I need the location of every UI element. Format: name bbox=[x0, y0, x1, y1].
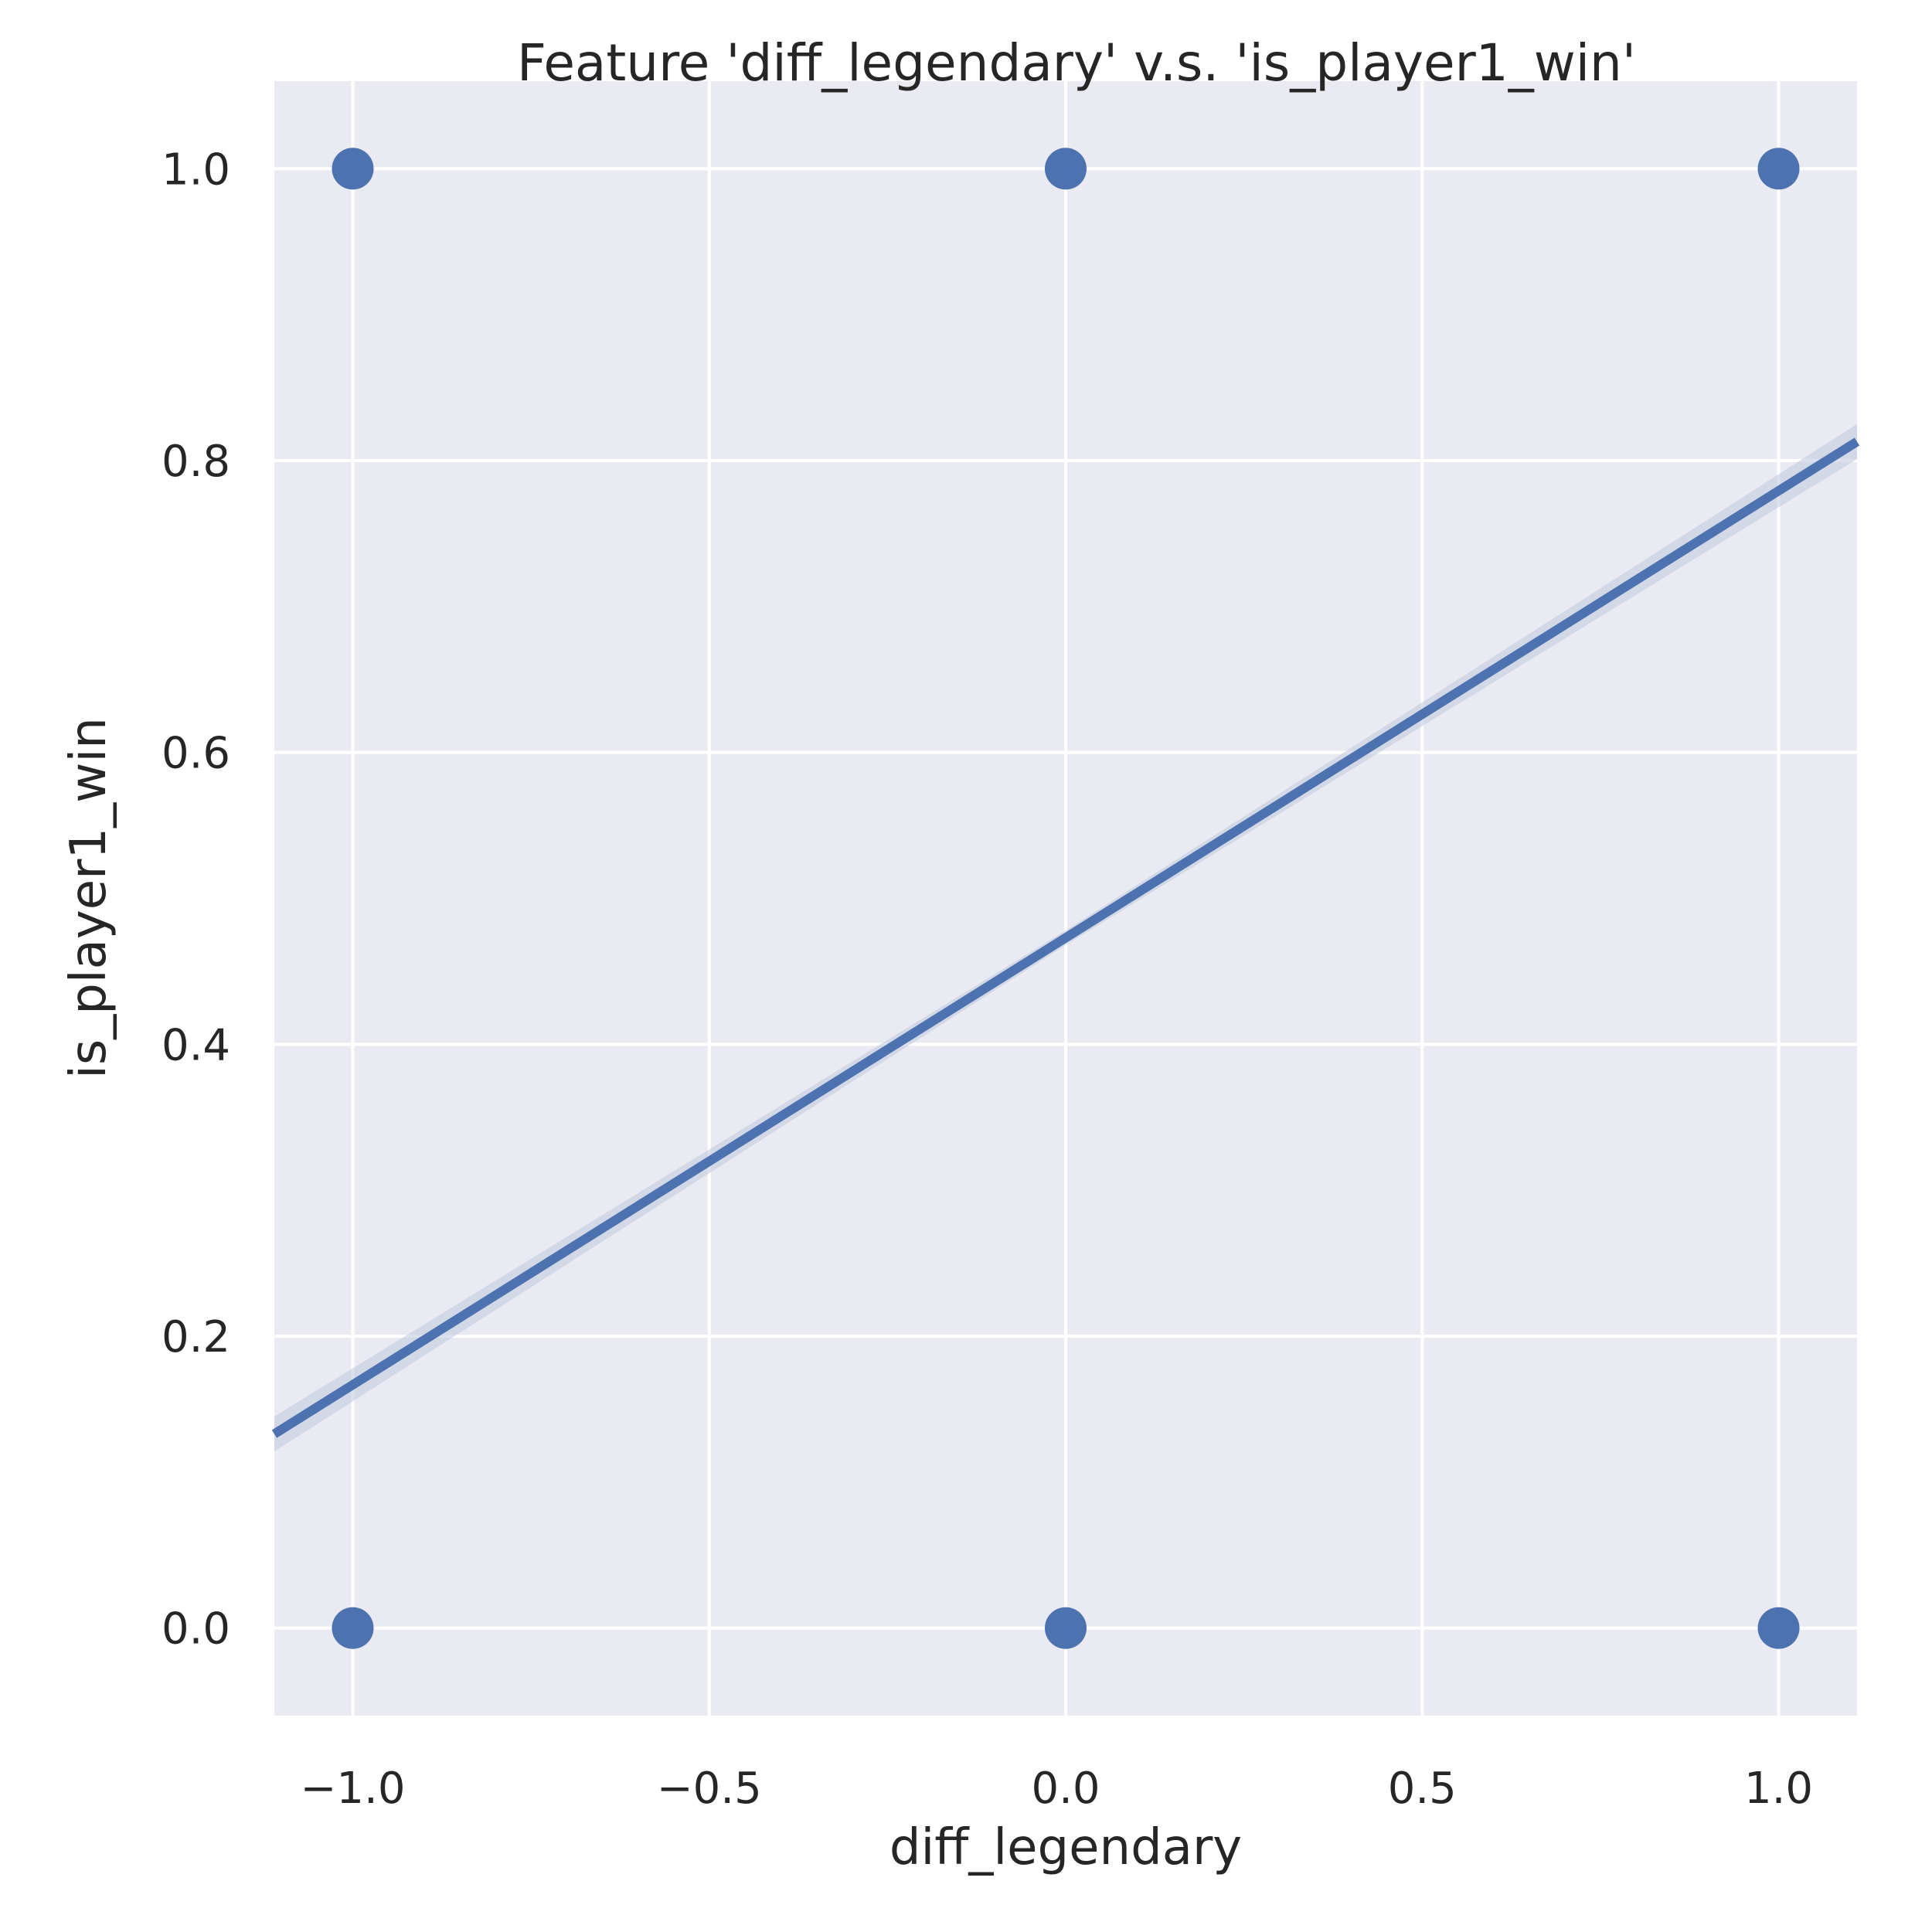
y-tick-label: 0.2 bbox=[162, 1312, 230, 1362]
scatter-point bbox=[1757, 1607, 1800, 1649]
y-tick-label: 1.0 bbox=[162, 145, 230, 195]
x-tick-label: 0.5 bbox=[1388, 1764, 1457, 1814]
regression-line-group bbox=[271, 437, 1860, 1438]
y-tick-labels: 0.0 0.2 0.4 0.6 0.8 1.0 bbox=[162, 145, 230, 1654]
y-axis-label: is_player1_win bbox=[60, 717, 117, 1079]
y-tick-label: 0.0 bbox=[162, 1604, 230, 1655]
y-tick-label: 0.6 bbox=[162, 729, 230, 779]
scatter-point bbox=[332, 1607, 374, 1649]
scatter-point bbox=[1045, 1607, 1087, 1649]
x-tick-label: −0.5 bbox=[657, 1764, 762, 1814]
scatter-points bbox=[332, 148, 1800, 1649]
scatter-point bbox=[1757, 148, 1800, 190]
chart-title: Feature 'diff_legendary' v.s. 'is_player… bbox=[517, 33, 1636, 93]
x-tick-label: −1.0 bbox=[300, 1764, 405, 1814]
x-tick-label: 1.0 bbox=[1744, 1764, 1813, 1814]
regression-line bbox=[271, 437, 1860, 1438]
y-tick-label: 0.4 bbox=[162, 1020, 230, 1070]
x-axis-label: diff_legendary bbox=[889, 1819, 1242, 1876]
x-tick-labels: −1.0 −0.5 0.0 0.5 1.0 bbox=[300, 1764, 1813, 1814]
scatter-point bbox=[332, 148, 374, 190]
x-tick-label: 0.0 bbox=[1031, 1764, 1100, 1814]
scatter-point bbox=[1045, 148, 1087, 190]
y-tick-label: 0.8 bbox=[162, 437, 230, 487]
